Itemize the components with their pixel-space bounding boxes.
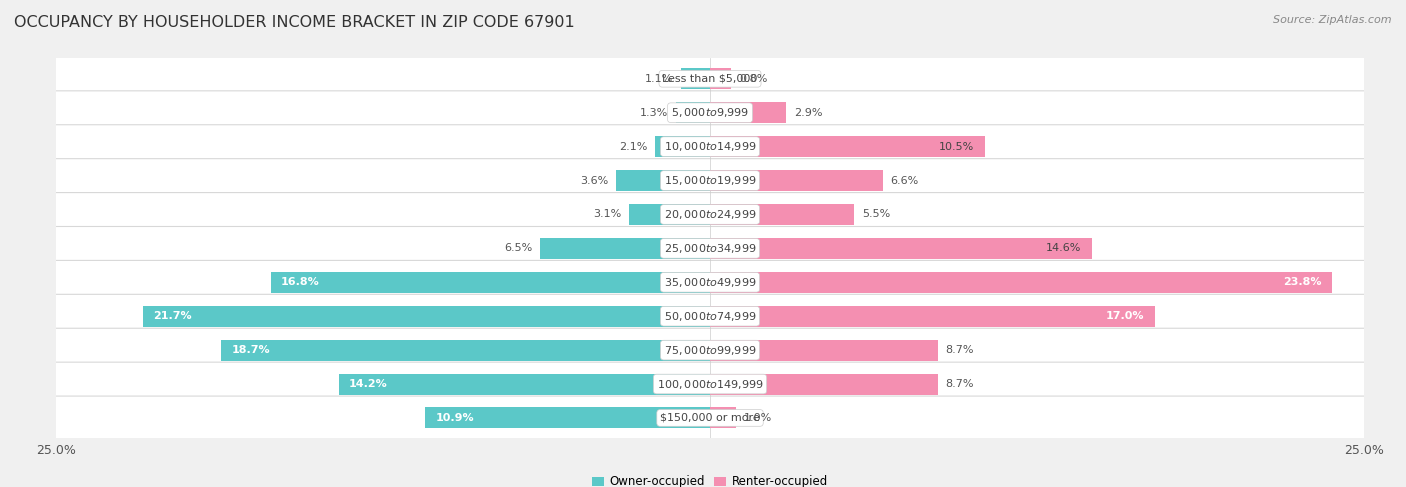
Text: 3.1%: 3.1% [593, 209, 621, 220]
Text: $150,000 or more: $150,000 or more [661, 413, 759, 423]
Text: 21.7%: 21.7% [153, 311, 191, 321]
Text: Source: ZipAtlas.com: Source: ZipAtlas.com [1274, 15, 1392, 25]
Bar [710, 204, 853, 225]
Text: 8.7%: 8.7% [945, 345, 974, 355]
FancyBboxPatch shape [39, 396, 1381, 440]
FancyBboxPatch shape [39, 91, 1381, 134]
Bar [271, 272, 710, 293]
Text: 2.9%: 2.9% [794, 108, 823, 118]
Bar [628, 204, 710, 225]
FancyBboxPatch shape [39, 328, 1381, 372]
Text: 10.5%: 10.5% [939, 142, 974, 151]
FancyBboxPatch shape [39, 57, 1381, 101]
Bar [710, 102, 786, 123]
Bar [710, 374, 938, 394]
Text: $100,000 to $149,999: $100,000 to $149,999 [657, 377, 763, 391]
Bar [339, 374, 710, 394]
Text: 16.8%: 16.8% [281, 277, 321, 287]
Text: $5,000 to $9,999: $5,000 to $9,999 [671, 106, 749, 119]
Text: $10,000 to $14,999: $10,000 to $14,999 [664, 140, 756, 153]
Text: 14.6%: 14.6% [1046, 244, 1081, 253]
FancyBboxPatch shape [39, 159, 1381, 203]
Text: 10.9%: 10.9% [436, 413, 474, 423]
FancyBboxPatch shape [39, 125, 1381, 169]
Text: 14.2%: 14.2% [349, 379, 388, 389]
Text: 1.1%: 1.1% [645, 74, 673, 84]
Bar [142, 306, 710, 327]
Text: 1.0%: 1.0% [744, 413, 772, 423]
FancyBboxPatch shape [39, 362, 1381, 406]
Bar [425, 408, 710, 429]
Text: 5.5%: 5.5% [862, 209, 890, 220]
FancyBboxPatch shape [39, 261, 1381, 304]
Bar [710, 136, 984, 157]
Bar [710, 408, 737, 429]
FancyBboxPatch shape [39, 192, 1381, 236]
Text: $50,000 to $74,999: $50,000 to $74,999 [664, 310, 756, 323]
Text: $35,000 to $49,999: $35,000 to $49,999 [664, 276, 756, 289]
Text: $75,000 to $99,999: $75,000 to $99,999 [664, 344, 756, 356]
FancyBboxPatch shape [39, 294, 1381, 338]
Text: 1.3%: 1.3% [640, 108, 668, 118]
Text: 23.8%: 23.8% [1284, 277, 1322, 287]
Text: $25,000 to $34,999: $25,000 to $34,999 [664, 242, 756, 255]
Bar [221, 339, 710, 361]
Bar [710, 339, 938, 361]
Text: 17.0%: 17.0% [1105, 311, 1144, 321]
Text: $20,000 to $24,999: $20,000 to $24,999 [664, 208, 756, 221]
Bar [616, 170, 710, 191]
Bar [710, 272, 1333, 293]
Bar [676, 102, 710, 123]
Text: 18.7%: 18.7% [232, 345, 270, 355]
Bar [710, 68, 731, 89]
Bar [655, 136, 710, 157]
Text: 0.8%: 0.8% [738, 74, 768, 84]
Bar [710, 306, 1154, 327]
Text: OCCUPANCY BY HOUSEHOLDER INCOME BRACKET IN ZIP CODE 67901: OCCUPANCY BY HOUSEHOLDER INCOME BRACKET … [14, 15, 575, 30]
Text: 3.6%: 3.6% [579, 175, 607, 186]
Bar [682, 68, 710, 89]
Text: $15,000 to $19,999: $15,000 to $19,999 [664, 174, 756, 187]
Text: 6.6%: 6.6% [890, 175, 918, 186]
Bar [710, 170, 883, 191]
Bar [540, 238, 710, 259]
Text: 8.7%: 8.7% [945, 379, 974, 389]
Bar [710, 238, 1092, 259]
Text: Less than $5,000: Less than $5,000 [662, 74, 758, 84]
Text: 6.5%: 6.5% [503, 244, 533, 253]
FancyBboxPatch shape [39, 226, 1381, 270]
Text: 2.1%: 2.1% [619, 142, 647, 151]
Legend: Owner-occupied, Renter-occupied: Owner-occupied, Renter-occupied [586, 471, 834, 487]
